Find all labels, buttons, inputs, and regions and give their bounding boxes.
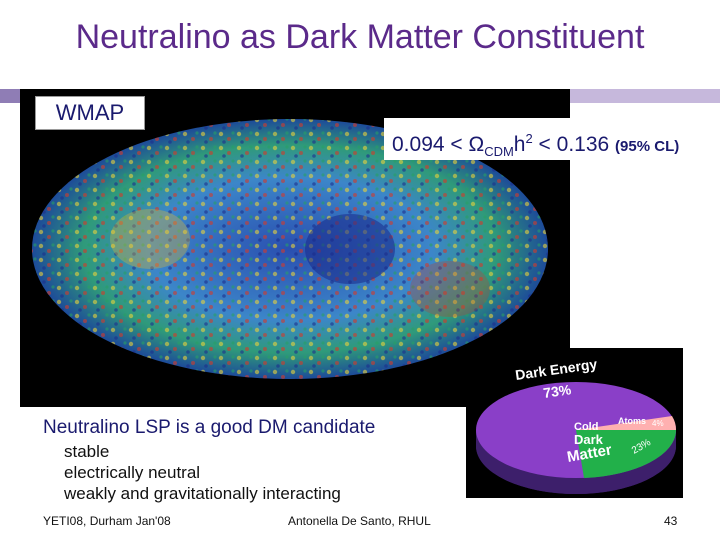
wmap-label: WMAP [35, 96, 145, 130]
candidate-statement: Neutralino LSP is a good DM candidate [43, 417, 376, 438]
omega-prefix: 0.094 < [392, 133, 469, 156]
omega-symbol: Ω [468, 133, 485, 156]
omega-cdm-constraint: 0.094 < ΩCDMh2 < 0.136 (95% CL) [384, 118, 706, 160]
property-item: stable [64, 442, 110, 461]
omega-suffix: < 0.136 [532, 133, 610, 156]
omega-h: h [513, 133, 526, 156]
cdm-label-cold: Cold [574, 421, 598, 433]
omega-exponent: 2 [525, 131, 533, 146]
atoms-pct: 4% [652, 419, 664, 428]
page-number: 43 [664, 514, 678, 528]
property-item: electrically neutral [64, 463, 201, 482]
text-panel [20, 408, 440, 508]
dark-energy-pct: 73% [542, 381, 573, 401]
slide-title: Neutralino as Dark Matter Constituent [75, 18, 645, 56]
omega-subscript: CDM [484, 144, 514, 160]
cdm-label-dark: Dark [574, 432, 604, 447]
dark-energy-label: Dark Energy [514, 356, 598, 383]
confidence-level: (95% CL) [615, 138, 680, 155]
atoms-label: Atoms [618, 416, 646, 426]
footer-event: YETI08, Durham Jan'08 [43, 514, 171, 528]
accent-bar-left [0, 89, 20, 103]
property-item: weakly and gravitationally interacting [64, 484, 341, 503]
footer-author: Antonella De Santo, RHUL [288, 514, 431, 528]
energy-pie-image: Dark Energy 73% Atoms 4% Cold Dark Matte… [466, 348, 683, 498]
